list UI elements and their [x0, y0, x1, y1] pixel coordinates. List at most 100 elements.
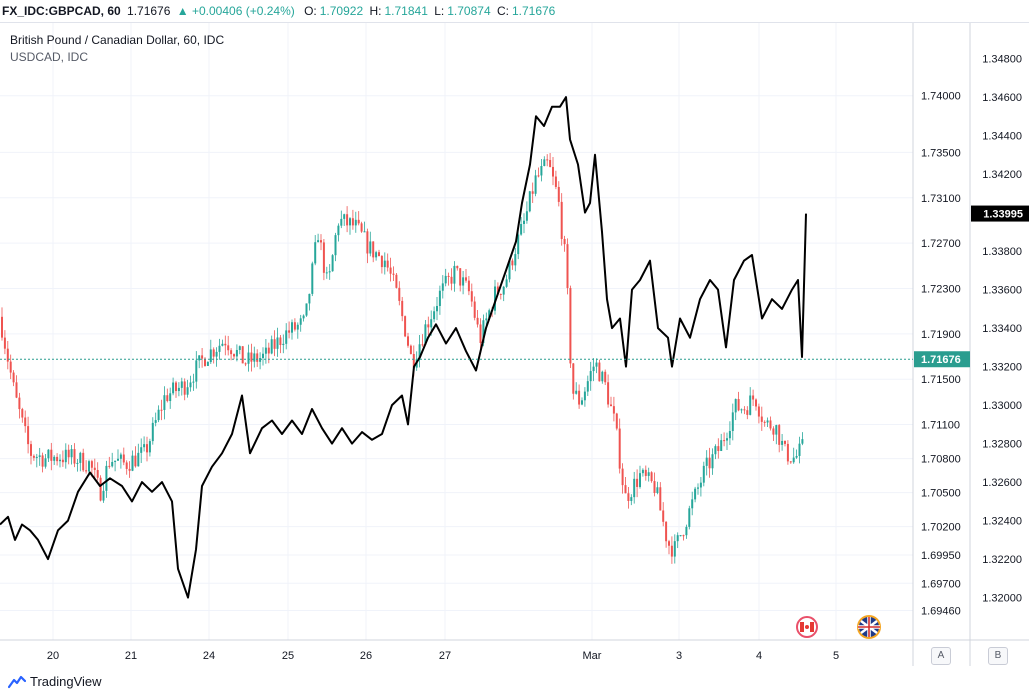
candle-body: [221, 343, 224, 346]
candle-body: [757, 406, 760, 417]
right-axis-tick-label: 1.32000: [982, 593, 1022, 605]
candle-body: [430, 319, 433, 328]
candle-body: [291, 322, 293, 333]
candle-body: [772, 428, 775, 435]
candle-body: [743, 409, 746, 411]
x-tick-label: 20: [47, 650, 59, 662]
candle-body: [285, 330, 288, 344]
candle-body: [299, 318, 302, 325]
candle-body: [119, 454, 122, 459]
x-tick-label: 25: [282, 650, 294, 662]
candle-body: [650, 472, 653, 482]
symbol-name[interactable]: FX_IDC:GBPCAD, 60: [2, 4, 121, 18]
candle-body: [520, 224, 523, 235]
candle-body: [70, 449, 73, 458]
candle-body: [296, 324, 299, 330]
candle-body: [64, 449, 67, 463]
candle-body: [604, 371, 607, 383]
candle-body: [235, 350, 238, 357]
candle-body: [363, 231, 366, 233]
candle-body: [18, 397, 21, 410]
legend-main-series[interactable]: British Pound / Canadian Dollar, 60, IDC: [10, 33, 225, 47]
candle-body: [543, 159, 546, 167]
candle-body: [778, 425, 781, 445]
usdcad-line: [0, 96, 807, 599]
left-axis-tick-label: 1.69700: [921, 578, 961, 590]
tradingview-logo[interactable]: TradingView: [8, 674, 102, 689]
x-tick-label: Mar: [583, 650, 602, 662]
close-value: 1.71676: [511, 4, 556, 18]
chart-legend: British Pound / Canadian Dollar, 60, IDC…: [10, 32, 224, 66]
candle-body: [409, 345, 412, 354]
candle-body: [322, 242, 325, 273]
candle-body: [209, 349, 212, 363]
candle-body: [618, 428, 621, 469]
right-axis-tick-label: 1.34200: [982, 169, 1022, 181]
candle-body: [488, 310, 491, 319]
candle-body: [93, 467, 96, 470]
candle-body: [586, 381, 589, 392]
candle-body: [1, 316, 3, 338]
brand-label: TradingView: [30, 674, 102, 689]
candle-body: [262, 353, 264, 359]
candle-body: [267, 347, 270, 354]
candle-body: [85, 470, 88, 472]
candle-body: [386, 260, 389, 268]
candle-body: [560, 201, 563, 239]
candle-body: [537, 175, 540, 177]
gbpcad-candles: [1, 153, 804, 564]
candle-body: [607, 382, 610, 405]
candle-body: [647, 472, 650, 476]
candle-body: [360, 223, 363, 232]
candle-body: [424, 324, 427, 345]
high-label: H:: [369, 4, 382, 18]
legend-compare-series[interactable]: USDCAD, IDC: [10, 50, 89, 64]
candle-body: [90, 461, 93, 468]
symbol-header: FX_IDC:GBPCAD, 60 1.71676 ▲ +0.00406 (+0…: [0, 0, 1029, 23]
candle-body: [264, 347, 267, 354]
candle-body: [534, 175, 537, 194]
candle-body: [160, 409, 163, 411]
candle-body: [479, 324, 482, 344]
candle-body: [122, 454, 125, 463]
candle-body: [314, 242, 317, 264]
candle-body: [665, 521, 668, 542]
candle-body: [204, 358, 206, 366]
candle-body: [737, 399, 740, 411]
candle-body: [105, 465, 108, 491]
candle-body: [726, 438, 728, 441]
candle-body: [369, 241, 372, 254]
candle-body: [728, 431, 731, 439]
axis-b-button[interactable]: B: [988, 647, 1008, 665]
candle-body: [575, 390, 578, 394]
candle-body: [595, 362, 598, 367]
candle-body: [433, 311, 436, 320]
candle-body: [256, 353, 259, 362]
left-axis-tick-label: 1.74000: [921, 91, 961, 103]
candle-body: [76, 462, 79, 464]
candle-body: [723, 440, 726, 442]
low-label: L:: [434, 4, 445, 18]
candle-body: [67, 449, 70, 458]
candle-body: [6, 348, 9, 362]
candle-body: [679, 535, 682, 537]
candle-body: [691, 499, 694, 509]
candle-body: [375, 252, 378, 258]
candle-body: [572, 363, 575, 394]
candle-body: [125, 462, 128, 469]
current-price-label: 1.71676: [921, 354, 961, 366]
candle-body: [589, 371, 592, 382]
candle-body: [592, 366, 595, 372]
auto-scale-button[interactable]: A: [931, 647, 951, 665]
candle-body: [351, 218, 354, 226]
candle-body: [32, 455, 35, 458]
candle-body: [549, 159, 552, 167]
candle-body: [554, 176, 557, 187]
candle-body: [447, 275, 450, 277]
candle-body: [557, 186, 560, 202]
candle-body: [38, 455, 41, 457]
candle-body: [795, 455, 798, 458]
candle-body: [697, 487, 699, 489]
candle-body: [206, 362, 209, 366]
